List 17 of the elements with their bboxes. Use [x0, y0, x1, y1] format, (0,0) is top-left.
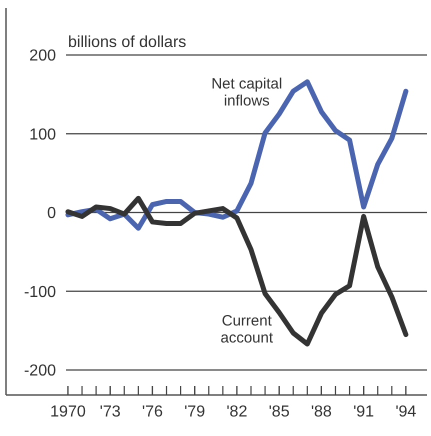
x-tick-label: '79 [184, 403, 206, 420]
series-label: Current account [220, 312, 274, 347]
x-tick-label: '73 [100, 403, 121, 420]
y-tick-label: -200 [24, 362, 56, 380]
y-tick-label: 100 [29, 126, 56, 144]
y-tick-label: 200 [29, 48, 56, 65]
x-tick-label: '88 [310, 403, 332, 420]
x-tick-label: '85 [268, 403, 290, 420]
x-tick-label: '76 [142, 403, 163, 420]
y-tick-label: -100 [24, 284, 56, 301]
x-tick-label: 1970 [50, 403, 86, 420]
y-tick-label: 0 [47, 205, 56, 222]
series-label: Net capital inflows [211, 75, 282, 110]
y-axis-title: billions of dollars [68, 34, 186, 51]
x-tick-label: '94 [395, 403, 416, 420]
x-tick-label: '91 [353, 403, 374, 420]
x-tick-label: '82 [226, 403, 248, 420]
